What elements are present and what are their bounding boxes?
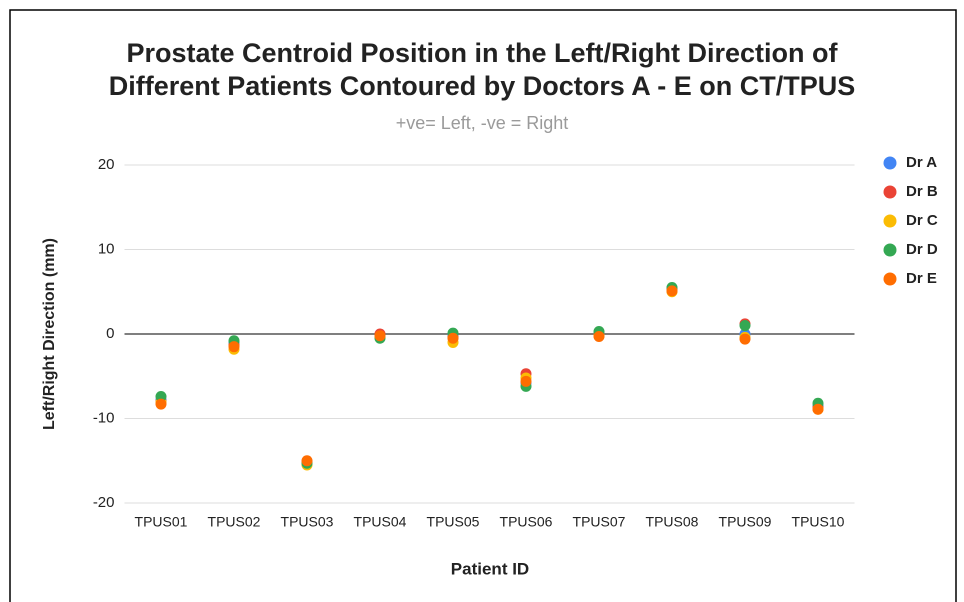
x-tick-label: TPUS05 — [427, 514, 480, 530]
x-axis-label: Patient ID — [451, 559, 529, 578]
dot — [520, 375, 532, 387]
legend-swatch — [883, 243, 897, 257]
y-tick-label: 10 — [98, 240, 115, 257]
dot — [593, 331, 605, 343]
y-axis-label: Left/Right Direction (mm) — [41, 238, 58, 430]
legend-swatch — [883, 214, 897, 228]
legend-label: Dr B — [906, 183, 938, 200]
x-tick-label: TPUS10 — [792, 514, 845, 530]
dot — [812, 403, 824, 415]
x-tick-label: TPUS01 — [135, 514, 188, 530]
legend-label: Dr A — [906, 154, 937, 171]
dot — [301, 455, 313, 467]
legend-label: Dr D — [906, 241, 938, 258]
x-tick-label: TPUS09 — [719, 514, 772, 530]
x-tick-label: TPUS07 — [573, 514, 626, 530]
legend-swatch — [883, 272, 897, 286]
dot — [155, 391, 167, 403]
x-tick-label: TPUS04 — [354, 514, 407, 530]
chart-title: Prostate Centroid Position in the Left/R… — [126, 38, 838, 68]
legend-swatch — [883, 156, 897, 170]
x-tick-label: TPUS06 — [500, 514, 553, 530]
x-tick-label: TPUS02 — [208, 514, 261, 530]
x-tick-label: TPUS08 — [646, 514, 699, 530]
dot — [666, 285, 678, 297]
dot — [155, 398, 167, 410]
dot — [739, 333, 751, 345]
dot — [228, 341, 240, 353]
dot — [374, 330, 386, 342]
legend-label: Dr C — [906, 212, 938, 229]
legend-swatch — [883, 185, 897, 199]
dot — [447, 332, 459, 344]
y-tick-label: 0 — [106, 325, 114, 342]
dot — [739, 320, 751, 332]
x-tick-label: TPUS03 — [281, 514, 334, 530]
chart-title: Different Patients Contoured by Doctors … — [109, 71, 856, 101]
chart-subtitle: +ve= Left, -ve = Right — [396, 113, 569, 133]
y-tick-label: -10 — [93, 409, 115, 426]
legend-label: Dr E — [906, 270, 937, 287]
y-tick-label: -20 — [93, 494, 115, 511]
y-tick-label: 20 — [98, 156, 115, 173]
